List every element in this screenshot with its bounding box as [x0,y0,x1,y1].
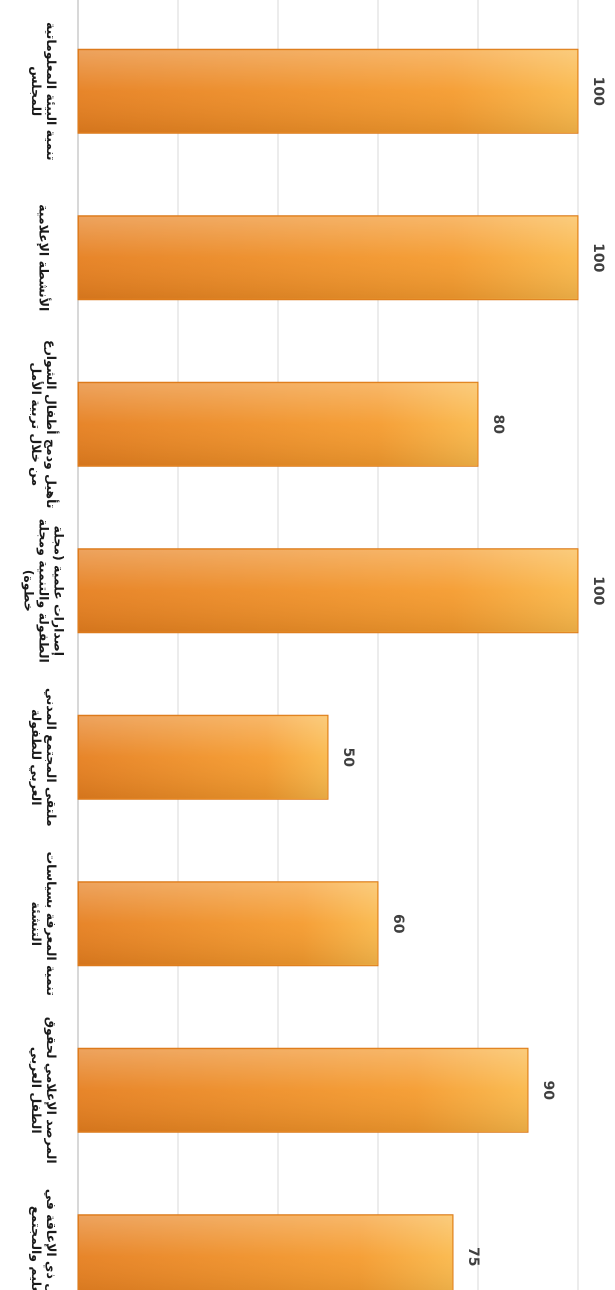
category-label: إصدارات علمية (مجلةالطفولة والتنمية ومجل… [22,519,67,663]
bar-shine [79,716,327,799]
category-label: تنمية البيئة المعلوماتيةللمجلس [29,22,59,161]
bar-shine [79,216,577,299]
category-label-line: التنشئة [29,901,44,946]
category-label-line: خطوة) [22,570,37,612]
category-labels: تنمية البيئة المعلوماتيةللمجلس الأنشطة ال… [22,22,67,1290]
category-label: الطفل ذي الإعاقة فيالتعليم والمجتمع [29,1189,59,1290]
category-label-line: الطفل العربي [29,1047,44,1134]
category-label-line: العربي للطفولة [29,709,44,806]
category-label: الأنشطة الإعلامية [37,204,52,311]
bar-shine [79,50,577,133]
category-label: تأهيل ودمج أطفال الشوارعمن خلال تربية ال… [29,340,60,508]
category-label-line: تنمية المعرفة بسياسات [44,852,59,996]
data-label: 100 [590,243,606,272]
category-label: المرصد الإعلامي لحقوقالطفل العربي [29,1017,59,1164]
category-label: تنمية المعرفة بسياساتالتنشئة [29,852,59,996]
data-label: 80 [490,415,506,435]
category-label-line: ملتقى المجتمع المدني [44,688,59,827]
data-label: 50 [340,748,356,768]
category-label-line: التعليم والمجتمع [29,1206,44,1290]
data-label: 90 [540,1081,556,1101]
data-label: 60 [390,914,406,934]
category-label-line: إصدارات علمية (مجلة [52,526,67,656]
category-label-line: للمجلس [29,66,44,116]
data-label: 100 [590,77,606,106]
bar-shine [79,882,377,965]
category-label: ملتقى المجتمع المدنيالعربي للطفولة [29,688,59,827]
category-label-line: المرصد الإعلامي لحقوق [44,1017,59,1164]
bar-shine [79,1049,527,1132]
bar-shine [79,383,477,466]
bar-shine [79,549,577,632]
category-label-line: من خلال تربية الأمل [29,362,44,486]
category-label-line: تأهيل ودمج أطفال الشوارع [44,340,60,508]
category-label-line: تنمية البيئة المعلوماتية [44,22,59,161]
bar-shine [79,1215,452,1290]
data-label: 75 [465,1247,481,1266]
category-label-line: الأنشطة الإعلامية [37,204,52,311]
data-label: 100 [590,576,606,605]
bar-series: 100 100 80 100 50 60 90 75 [77,48,606,1290]
category-label-line: الطفولة والتنمية ومجلة [37,519,52,663]
category-label-line: الطفل ذي الإعاقة في [44,1189,59,1290]
